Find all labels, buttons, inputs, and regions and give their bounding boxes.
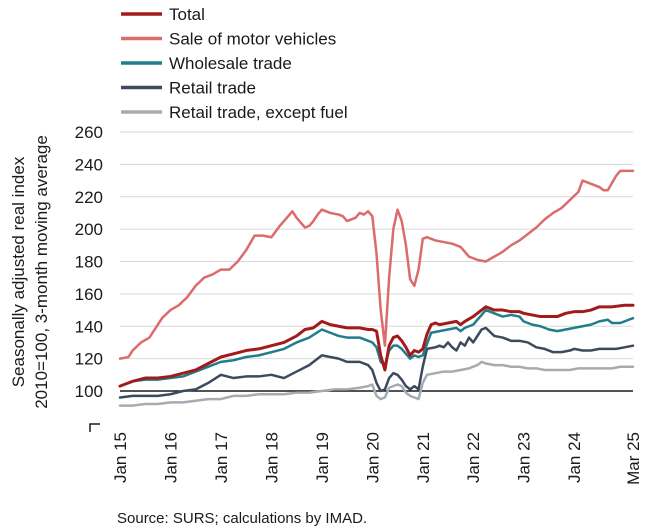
y-axis-title-line2: 2010=100, 3-month moving average xyxy=(32,135,51,409)
y-tick-label: 200 xyxy=(75,220,103,239)
series-line-total xyxy=(118,303,635,388)
legend-label: Retail trade xyxy=(169,79,256,98)
x-tick-label: Jan 20 xyxy=(363,432,382,483)
x-tick-label: Jan 18 xyxy=(262,432,281,483)
x-tick-label: Jan 21 xyxy=(414,432,433,483)
y-tick-label: 260 xyxy=(75,123,103,142)
x-axis-ticks: Jan 15 Jan 16 Jan 17 Jan 18 Jan 19 Jan 20 Jan … xyxy=(111,432,643,485)
series-lines xyxy=(118,169,635,407)
y-axis-title-line1: Seasonally adjusted real index xyxy=(9,156,28,387)
y-tick-label: 120 xyxy=(75,350,103,369)
y-tick-label: 100 xyxy=(75,382,103,401)
legend: Total Sale of motor vehicles Wholesale tra… xyxy=(121,5,348,122)
y-tick-label: 240 xyxy=(75,155,103,174)
axis-break-mark xyxy=(89,423,100,432)
series-line-sale-of-motor-vehicles xyxy=(118,169,635,360)
legend-label: Wholesale trade xyxy=(169,54,292,73)
series-line-retail-trade-except-fuel xyxy=(118,360,635,407)
x-tick-label: Jan 23 xyxy=(515,432,534,483)
series-line-wholesale-trade xyxy=(118,308,635,388)
legend-label: Total xyxy=(169,5,205,24)
legend-label: Retail trade, except fuel xyxy=(169,103,348,122)
legend-label: Sale of motor vehicles xyxy=(169,30,336,49)
x-tick-label: Jan 17 xyxy=(212,432,231,483)
x-tick-label: Jan 19 xyxy=(313,432,332,483)
x-tick-label: Mar 25 xyxy=(624,432,643,485)
x-tick-label: Jan 15 xyxy=(111,432,130,483)
x-tick-label: Jan 24 xyxy=(565,432,584,483)
x-tick-label: Jan 16 xyxy=(161,432,180,483)
y-tick-label: 160 xyxy=(75,285,103,304)
y-axis-ticks: 100 120 140 160 180 200 220 240 260 xyxy=(75,123,103,401)
source-note: Source: SURS; calculations by IMAD. xyxy=(117,510,368,527)
y-tick-label: 220 xyxy=(75,188,103,207)
series-line-retail-trade xyxy=(118,326,635,399)
x-tick-label: Jan 22 xyxy=(464,432,483,483)
y-tick-label: 180 xyxy=(75,253,103,272)
y-tick-label: 140 xyxy=(75,317,103,336)
